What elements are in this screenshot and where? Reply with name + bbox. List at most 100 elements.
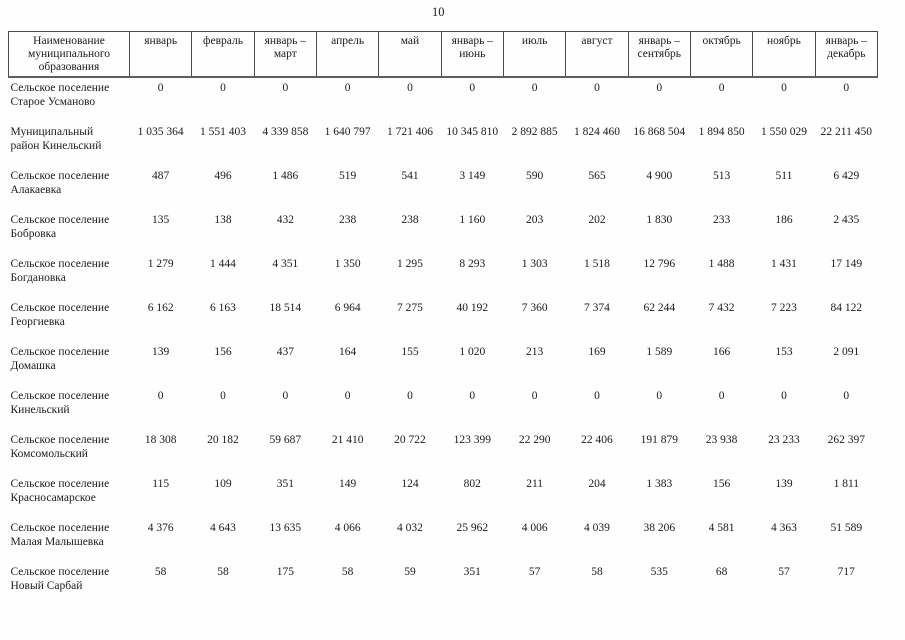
value-cell: 135 bbox=[152, 214, 170, 226]
value-cell: 22 406 bbox=[581, 434, 613, 446]
value-cell: 155 bbox=[401, 346, 419, 358]
value-cell: 0 bbox=[656, 390, 663, 402]
table-header-row: Наименование муниципального образования … bbox=[8, 31, 879, 78]
column-header-month: ноябрь bbox=[752, 31, 816, 78]
value-cell: 58 bbox=[217, 566, 229, 578]
value-cell: 7 360 bbox=[521, 302, 548, 314]
row-name: Сельское поселение Алакаевка bbox=[10, 170, 110, 196]
value-cell: 0 bbox=[594, 82, 600, 94]
value-cell: 202 bbox=[588, 214, 606, 226]
value-cell: 191 879 bbox=[640, 434, 678, 446]
value-cell: 18 308 bbox=[144, 434, 177, 446]
value-cell: 535 bbox=[650, 566, 668, 578]
value-cell: 513 bbox=[712, 170, 731, 182]
value-cell: 487 bbox=[152, 170, 170, 182]
value-cell: 139 bbox=[152, 346, 170, 358]
value-cell: 153 bbox=[775, 346, 793, 358]
value-cell: 4 066 bbox=[334, 522, 361, 534]
value-cell: 0 bbox=[407, 82, 413, 94]
value-cell: 1 824 460 bbox=[573, 126, 620, 138]
table-row: Сельское поселение Домашка 139 156 437 164 15… bbox=[9, 342, 878, 386]
column-header-month: август bbox=[565, 31, 629, 78]
column-header-name: Наименование муниципального образования bbox=[8, 31, 130, 78]
value-cell: 40 192 bbox=[456, 302, 489, 314]
value-cell: 156 bbox=[214, 346, 232, 358]
table-row: Сельское поселение Старое Усманово 0 0 0 0 0 0… bbox=[9, 77, 878, 122]
value-cell: 1 811 bbox=[833, 478, 860, 490]
value-cell: 1 488 bbox=[708, 258, 735, 270]
row-name: Сельское поселение Новый Сарбай bbox=[10, 566, 110, 592]
row-name: Сельское поселение Богдановка bbox=[10, 258, 110, 284]
value-cell: 6 964 bbox=[334, 302, 361, 314]
value-cell: 0 bbox=[469, 82, 476, 94]
table-row: Сельское поселение Комсомольский 18 308 20… bbox=[9, 430, 878, 474]
table-row: Сельское поселение Кинельский 0 0 0 0 0 0 0 0 0 0 0… bbox=[9, 386, 878, 430]
value-cell: 4 351 bbox=[272, 258, 299, 270]
value-cell: 139 bbox=[775, 478, 793, 490]
value-cell: 4 363 bbox=[771, 522, 797, 534]
table-row: Сельское поселение Георгиевка 6 162 6 163 1… bbox=[9, 298, 878, 342]
table-row: Сельское поселение Красносамарское 115 109… bbox=[9, 474, 878, 518]
value-cell: 541 bbox=[401, 170, 419, 182]
value-cell: 802 bbox=[463, 478, 481, 490]
column-header-month: июль bbox=[502, 31, 567, 78]
value-cell: 7 374 bbox=[584, 302, 610, 314]
row-name: Сельское поселение Георгиевка bbox=[10, 302, 110, 328]
municipal-data-table: Наименование муниципального образования … bbox=[8, 31, 879, 606]
value-cell: 1 486 bbox=[272, 170, 299, 182]
table-row: Сельское поселение Бобровка 135 138 432 238 2… bbox=[9, 210, 878, 254]
value-cell: 0 bbox=[781, 390, 787, 402]
value-cell: 1 035 364 bbox=[137, 126, 184, 138]
value-cell: 4 032 bbox=[397, 522, 423, 534]
value-cell: 1 279 bbox=[147, 258, 174, 270]
table-row: Сельское поселение Новый Сарбай 58 58 175 58… bbox=[9, 562, 878, 606]
value-cell: 169 bbox=[588, 346, 606, 358]
table-row: Сельское поселение Малая Малышевка 4 376 4… bbox=[9, 518, 878, 562]
value-cell: 0 bbox=[594, 390, 600, 402]
value-cell: 59 bbox=[404, 566, 416, 578]
value-cell: 0 bbox=[282, 82, 289, 94]
value-cell: 1 383 bbox=[646, 478, 673, 490]
value-cell: 0 bbox=[344, 390, 351, 402]
value-cell: 13 635 bbox=[269, 522, 302, 534]
value-cell: 0 bbox=[656, 82, 663, 94]
value-cell: 1 551 403 bbox=[199, 126, 246, 138]
value-cell: 2 892 885 bbox=[511, 126, 558, 138]
value-cell: 590 bbox=[526, 170, 544, 182]
value-cell: 68 bbox=[715, 566, 728, 578]
value-cell: 58 bbox=[591, 566, 603, 578]
value-cell: 8 293 bbox=[459, 258, 486, 270]
value-cell: 0 bbox=[469, 390, 476, 402]
value-cell: 1 550 029 bbox=[760, 126, 807, 138]
value-cell: 3 149 bbox=[459, 170, 486, 182]
value-cell: 20 182 bbox=[207, 434, 239, 446]
value-cell: 12 796 bbox=[643, 258, 676, 270]
value-cell: 1 303 bbox=[521, 258, 548, 270]
value-cell: 175 bbox=[276, 566, 294, 578]
value-cell: 717 bbox=[837, 566, 855, 578]
value-cell: 4 643 bbox=[210, 522, 236, 534]
value-cell: 203 bbox=[526, 214, 544, 226]
value-cell: 211 bbox=[526, 478, 544, 490]
row-name: Сельское поселение Комсомольский bbox=[10, 434, 110, 460]
column-header-month: январь – декабрь bbox=[814, 31, 879, 78]
value-cell: 84 122 bbox=[830, 302, 863, 314]
column-header-month: апрель bbox=[315, 31, 380, 78]
row-name: Сельское поселение Кинельский bbox=[10, 390, 110, 416]
row-name: Сельское поселение Малая Малышевка bbox=[10, 522, 110, 548]
value-cell: 186 bbox=[775, 214, 793, 226]
value-cell: 4 006 bbox=[521, 522, 548, 534]
row-name: Сельское поселение Домашка bbox=[10, 346, 110, 372]
value-cell: 1 431 bbox=[771, 258, 797, 270]
value-cell: 437 bbox=[276, 346, 294, 358]
value-cell: 511 bbox=[775, 170, 793, 182]
value-cell: 51 589 bbox=[830, 522, 863, 534]
column-header-month: май bbox=[378, 31, 442, 78]
value-cell: 213 bbox=[526, 346, 544, 358]
value-cell: 351 bbox=[276, 478, 294, 490]
value-cell: 23 938 bbox=[705, 434, 738, 446]
value-cell: 166 bbox=[712, 346, 731, 358]
value-cell: 0 bbox=[157, 82, 164, 94]
row-name: Муниципальный район Кинельский bbox=[10, 126, 102, 152]
